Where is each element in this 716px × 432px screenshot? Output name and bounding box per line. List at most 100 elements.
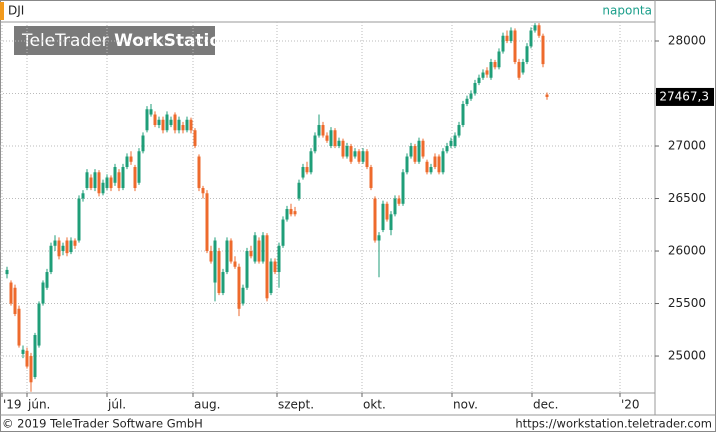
candle-body [9,282,13,304]
candle-body [149,109,153,115]
candle-body [45,272,49,288]
interval-label: naponta [602,4,652,18]
y-tick-label: 26500 [668,191,706,205]
candle-body [289,209,293,215]
candle-body [129,156,133,162]
candle-body [97,172,101,194]
candle-body [525,46,529,63]
candle-body [245,251,249,288]
candle-body [305,167,309,173]
candle-body [217,251,221,294]
candle-body [473,83,477,94]
candle-body [481,72,485,78]
candle-body [265,235,269,299]
candle-body [333,130,337,147]
candle-body [537,25,541,36]
candle-body [161,119,165,131]
candle-body [165,114,169,131]
candle-body [253,235,257,262]
candle-body [425,161,429,173]
candle-body [433,156,437,168]
candle-body [301,167,305,178]
candle-body [417,140,421,162]
candle-body [173,114,177,131]
candle-body [261,235,265,262]
candle-body [57,240,61,257]
candle-body [521,62,525,73]
x-tick-label: '19 [3,398,22,412]
candle-body [513,30,517,63]
candle-body [117,172,121,189]
candle-body [13,287,17,315]
candle-body [61,245,65,252]
candle-body [121,167,125,189]
candle-body [453,135,457,147]
candle-body [397,198,401,204]
candle-body [341,140,345,157]
logo-box [14,26,215,55]
candle-body [297,182,301,199]
candle-body [353,151,357,157]
candle-body [405,156,409,173]
candle-body [497,51,501,68]
candle-body [349,146,353,162]
candle-body [281,219,285,246]
candle-body [533,25,537,31]
candle-body [329,130,333,147]
candle-body [501,35,505,52]
candle-body [509,30,513,42]
candle-body [193,130,197,147]
x-tick-label: jún. [27,398,50,412]
candle-body [65,240,69,254]
y-tick-label: 25000 [668,349,706,363]
candle-body [517,62,521,78]
x-tick-label: okt. [363,398,386,412]
candle-body [485,70,489,75]
candle-body [377,235,381,241]
candle-body [205,193,209,252]
candle-body [389,214,393,231]
candle-body [109,177,113,189]
candle-body [17,308,21,346]
candle-body [365,151,369,168]
x-tick-label: szept. [278,398,314,412]
candle-body [37,303,41,346]
candle-body [125,156,129,168]
candle-body [233,261,237,267]
candle-body [33,335,37,378]
candle-body [209,251,213,262]
candle-body [197,156,201,189]
candle-body [157,119,161,126]
candle-body [357,151,361,162]
candle-body [321,125,325,136]
candle-body [221,272,225,294]
candle-body [241,287,245,304]
candle-body [213,240,217,283]
x-tick-label: júl. [107,398,126,412]
candle-body [181,125,185,131]
candle-body [445,146,449,152]
candle-body [53,240,57,246]
chart-title: DJI [8,4,24,18]
candle-body [345,146,349,157]
candle-body [225,240,229,273]
candle-body [81,193,85,199]
candle-body [325,135,329,141]
footer-url: https://workstation.teletrader.com [515,417,712,431]
last-price-label: 27467,3 [659,89,709,103]
candle-body [441,151,445,173]
candle-body [269,261,273,294]
candle-body [337,140,341,147]
candle-body [457,125,461,136]
y-tick-label: 27000 [668,139,706,153]
logo: TeleTrader WorkStation [21,31,233,51]
candle-body [381,203,385,231]
candle-body [293,211,297,215]
candle-body [69,240,73,253]
candle-body [189,119,193,131]
candle-body [145,109,149,131]
x-tick-label: dec. [533,398,558,412]
copyright: © 2019 TeleTrader Software GmbH [2,417,203,431]
candle-body [201,188,205,194]
